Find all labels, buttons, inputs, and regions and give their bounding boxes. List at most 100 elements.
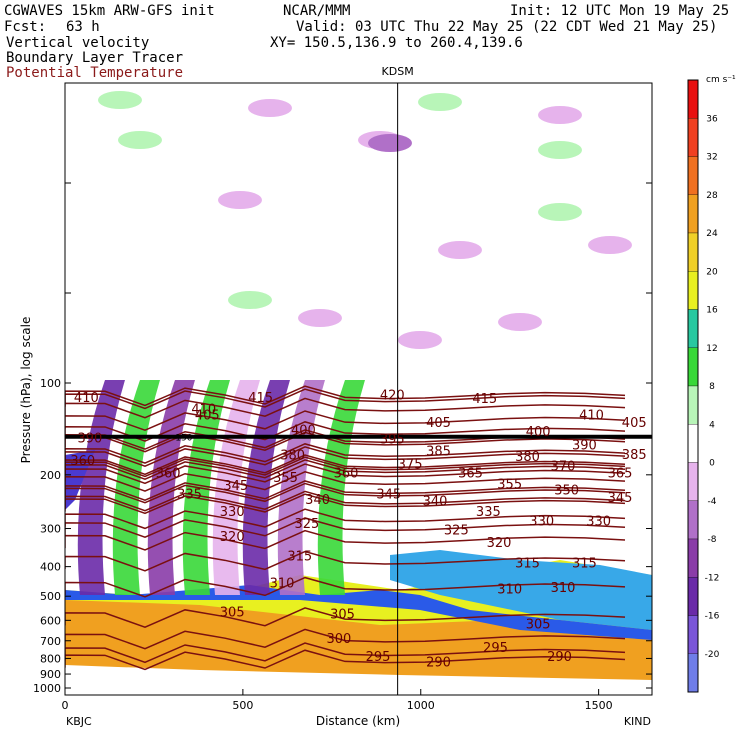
isentrope-label: 305 bbox=[220, 605, 245, 620]
colorbar-swatch bbox=[687, 577, 699, 616]
isentrope-label: 380 bbox=[515, 450, 540, 465]
upper-velocity-blob bbox=[368, 134, 412, 152]
tracer-blue bbox=[390, 550, 652, 630]
isentrope-label: 365 bbox=[458, 466, 483, 481]
isentrope-label: 400 bbox=[291, 423, 316, 438]
init-time: Init: 12 UTC Mon 19 May 25 bbox=[510, 3, 730, 19]
upper-velocity-blob bbox=[438, 241, 482, 259]
isentrope-label: 310 bbox=[551, 581, 576, 596]
station-label-left: KBJC bbox=[66, 715, 92, 728]
y-tick-label: 100 bbox=[40, 377, 61, 390]
isentrope-375 bbox=[65, 454, 626, 476]
isentrope-label: 385 bbox=[426, 445, 451, 460]
isentrope-315 bbox=[65, 550, 626, 572]
isentrope-label: 335 bbox=[476, 505, 501, 520]
isentrope-340 bbox=[65, 490, 626, 512]
colorbar-label: 32 bbox=[706, 153, 717, 163]
isentrope-label: 390 bbox=[77, 431, 102, 446]
isentrope-365 bbox=[65, 463, 626, 485]
isentrope-label: 310 bbox=[497, 582, 522, 597]
isentrope-label: 345 bbox=[608, 491, 633, 506]
upper-velocity-blob bbox=[588, 236, 632, 254]
colorbar-swatch bbox=[687, 232, 699, 272]
isentrope-label: 330 bbox=[220, 505, 245, 520]
isentrope-label: 335 bbox=[177, 487, 202, 502]
upper-velocity-blob bbox=[538, 203, 582, 221]
isentrope-label: 360 bbox=[156, 466, 181, 481]
upper-velocity-blob bbox=[218, 191, 262, 209]
colorbar-swatch bbox=[687, 385, 699, 425]
colorbar-swatch bbox=[687, 347, 699, 387]
field-potential-temperature: Potential Temperature bbox=[6, 65, 184, 81]
x-tick-label: 1000 bbox=[407, 699, 435, 712]
isentrope-400 bbox=[65, 421, 626, 442]
isentrope-label: 330 bbox=[529, 515, 554, 530]
y-tick-label: 500 bbox=[40, 590, 61, 603]
isentrope-335 bbox=[65, 493, 626, 515]
fcst-label: Fcst: bbox=[4, 19, 47, 35]
isentrope-345 bbox=[65, 482, 626, 504]
isentrope-label: 410 bbox=[74, 391, 99, 406]
colorbar-swatch bbox=[687, 653, 699, 693]
y-tick-label: 600 bbox=[40, 614, 61, 627]
isentrope-label: 290 bbox=[426, 656, 451, 671]
isentrope-label: 355 bbox=[497, 477, 522, 492]
convective-plume bbox=[147, 380, 195, 595]
model-title: CGWAVES 15km ARW-GFS init bbox=[4, 3, 215, 19]
field-boundary-layer-tracer: Boundary Layer Tracer bbox=[6, 50, 184, 66]
upper-velocity-blob bbox=[538, 141, 582, 159]
convective-plume bbox=[77, 380, 125, 595]
upper-velocity-blob bbox=[98, 91, 142, 109]
x-tick-label: 1500 bbox=[585, 699, 613, 712]
station-label-kdsm: KDSM bbox=[382, 65, 414, 78]
isentrope-label: 295 bbox=[483, 641, 508, 656]
upper-velocity-blob bbox=[498, 313, 542, 331]
isentrope-label: 350 bbox=[554, 483, 579, 498]
colorbar-label: 0 bbox=[709, 459, 715, 469]
cross-section-xy: XY= 150.5,136.9 to 260.4,139.6 bbox=[270, 35, 523, 51]
colorbar-label: 24 bbox=[706, 229, 718, 239]
colorbar-label: 12 bbox=[706, 344, 717, 354]
upper-velocity-blob bbox=[538, 106, 582, 124]
upper-velocity-blob bbox=[228, 291, 272, 309]
tropopause-label: 150 bbox=[175, 434, 192, 444]
isentrope-label: 405 bbox=[426, 416, 451, 431]
isentrope-label: 345 bbox=[223, 479, 248, 494]
tracer-deep-blue bbox=[65, 585, 652, 640]
isentrope-label: 395 bbox=[380, 432, 405, 447]
isentrope-label: 360 bbox=[334, 466, 359, 481]
colorbar-swatch bbox=[687, 156, 699, 195]
isentrope-label: 325 bbox=[295, 517, 320, 532]
isentrope-label: 345 bbox=[376, 487, 401, 502]
colorbar-swatch bbox=[687, 271, 699, 310]
convective-plume bbox=[212, 380, 260, 595]
colorbar-swatch bbox=[687, 538, 699, 578]
isentrope-label: 415 bbox=[472, 392, 497, 407]
org-label: NCAR/MMM bbox=[283, 3, 351, 19]
x-tick-label: 500 bbox=[232, 699, 253, 712]
isentrope-405 bbox=[65, 410, 626, 432]
convective-plume bbox=[277, 380, 325, 595]
colorbar-label: 28 bbox=[706, 191, 718, 201]
upper-velocity-blob bbox=[418, 93, 462, 111]
isentrope-label: 405 bbox=[195, 409, 220, 424]
colorbar-frame bbox=[687, 79, 699, 693]
colorbar-unit: cm s⁻¹ bbox=[706, 75, 736, 85]
isentrope-290 bbox=[65, 649, 626, 671]
colorbar-label: 8 bbox=[709, 382, 715, 392]
upper-velocity-blob bbox=[298, 309, 342, 327]
isentrope-label: 320 bbox=[487, 536, 512, 551]
field-vertical-velocity: Vertical velocity bbox=[6, 35, 150, 51]
isentrope-label: 355 bbox=[273, 471, 298, 486]
isentrope-label: 315 bbox=[515, 556, 540, 571]
isentrope-label: 300 bbox=[327, 632, 352, 647]
isentrope-380 bbox=[65, 446, 626, 467]
colorbar-label: 20 bbox=[706, 267, 718, 277]
upper-velocity-blob bbox=[398, 331, 442, 349]
isentrope-label: 415 bbox=[248, 391, 273, 406]
convective-plume bbox=[182, 380, 230, 595]
isentrope-label: 315 bbox=[287, 549, 312, 564]
convective-plume bbox=[242, 380, 290, 595]
colorbar-label: -20 bbox=[705, 650, 720, 660]
